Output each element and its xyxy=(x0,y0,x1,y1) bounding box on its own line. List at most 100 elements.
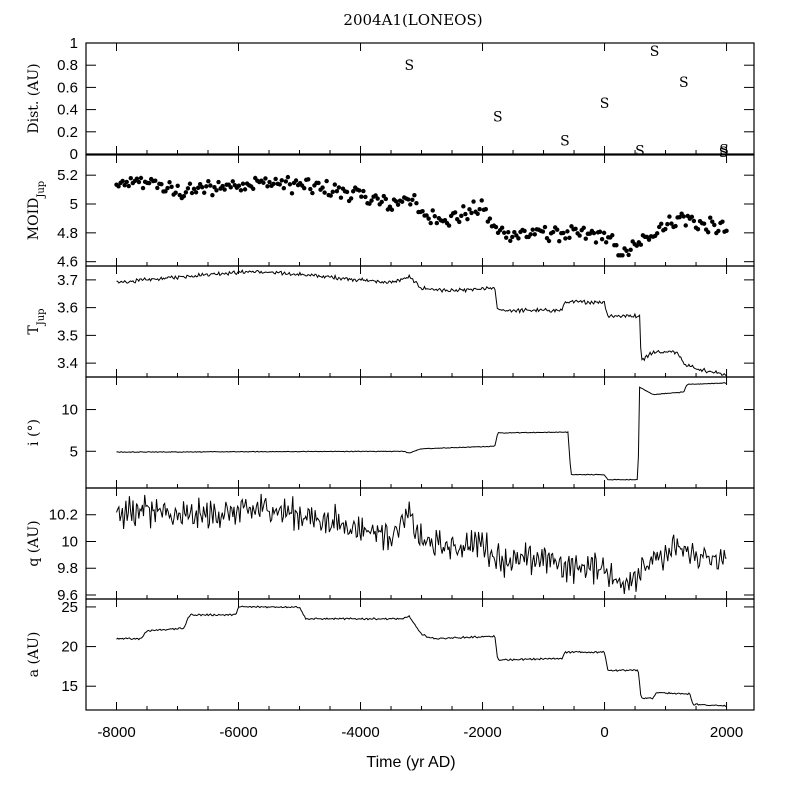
moid-point xyxy=(383,196,389,202)
moid-point xyxy=(669,221,674,226)
moid-point xyxy=(393,199,399,204)
moid-point xyxy=(408,202,413,207)
panel-incl: 5 10 i (°) xyxy=(26,376,755,489)
moid-point xyxy=(281,186,287,191)
moid-point xyxy=(322,190,327,195)
y-tick-label-dist: 1 xyxy=(70,35,78,52)
x-tick-label: -8000 xyxy=(97,724,135,741)
moid-point xyxy=(361,188,366,194)
moid-point xyxy=(659,221,664,227)
y-tick-label-a: 25 xyxy=(61,599,78,616)
moid-point xyxy=(212,184,217,190)
moid-point xyxy=(483,207,488,212)
moid-point xyxy=(624,248,629,254)
moid-point xyxy=(667,214,672,219)
moid-point xyxy=(665,221,670,227)
panel-moid: 4.6 4.8 5 5.2 MOIDJup xyxy=(26,154,755,271)
y-tick-label-q: 9.8 xyxy=(57,560,78,577)
moid-point xyxy=(540,229,546,234)
panel-frame-a xyxy=(85,598,755,711)
x-tick-label: 2000 xyxy=(710,724,743,741)
moid-point xyxy=(287,182,293,187)
y-tick-label-tjup: 3.4 xyxy=(57,355,78,372)
moid-point xyxy=(273,176,278,182)
chart-title: 2004A1(LONEOS) xyxy=(343,11,482,29)
x-tick-label: -2000 xyxy=(463,724,501,741)
moid-point xyxy=(167,180,172,185)
moid-point xyxy=(183,190,189,195)
y-tick-label-incl: 10 xyxy=(61,402,78,419)
encounter-marker: S xyxy=(650,44,660,60)
moid-point xyxy=(565,229,570,234)
moid-point xyxy=(124,179,129,185)
moid-point xyxy=(424,213,429,218)
panel-a: 15 20 25 a (AU) xyxy=(26,598,755,711)
moid-point xyxy=(338,195,344,200)
moid-point xyxy=(546,238,552,244)
moid-point xyxy=(508,238,513,244)
moid-point xyxy=(683,223,688,228)
moid-point xyxy=(271,181,276,186)
moid-point xyxy=(163,189,168,194)
moid-point xyxy=(530,227,535,232)
moid-point xyxy=(493,224,499,230)
moid-point xyxy=(716,228,721,234)
moid-point xyxy=(430,208,435,213)
moid-point xyxy=(187,181,193,186)
y-tick-label-moid: 5 xyxy=(70,196,78,213)
moid-point xyxy=(563,236,568,241)
moid-point xyxy=(432,214,437,219)
moid-point xyxy=(681,214,686,219)
moid-point xyxy=(214,188,219,193)
encounter-marker: S xyxy=(493,109,503,125)
moid-point xyxy=(499,225,505,230)
moid-point xyxy=(677,214,682,220)
encounter-marker: S xyxy=(600,96,610,112)
moid-point xyxy=(567,235,572,241)
moid-point xyxy=(501,230,507,235)
moid-point xyxy=(279,178,284,183)
moid-point xyxy=(620,253,625,258)
moid-point xyxy=(542,224,548,230)
moid-point xyxy=(720,219,725,224)
y-tick-label-tjup: 3.7 xyxy=(57,272,78,289)
encounter-marker: S xyxy=(635,144,645,160)
moid-point xyxy=(336,185,342,190)
moid-point xyxy=(193,190,199,195)
moid-point xyxy=(128,176,133,181)
moid-point xyxy=(134,176,140,181)
moid-point xyxy=(140,185,146,191)
moid-point xyxy=(446,223,452,228)
moid-point xyxy=(426,216,431,221)
moid-point xyxy=(463,211,468,217)
moid-point xyxy=(577,233,582,238)
moid-point xyxy=(395,202,401,207)
moid-point xyxy=(363,194,368,200)
moid-point xyxy=(689,214,695,220)
moid-point xyxy=(373,193,378,198)
x-tick-label: 0 xyxy=(600,724,608,741)
moid-point xyxy=(414,200,419,206)
moid-point xyxy=(263,176,268,181)
y-tick-label-moid: 4.8 xyxy=(57,225,78,242)
moid-point xyxy=(277,182,282,187)
moid-point xyxy=(522,228,527,234)
moid-point xyxy=(334,189,340,194)
moid-point xyxy=(452,210,458,215)
panel-tjup: 3.4 3.5 3.6 3.7 TJup xyxy=(26,265,755,378)
moid-point xyxy=(238,188,244,193)
moid-point xyxy=(663,226,668,232)
moid-point xyxy=(230,179,235,184)
moid-point xyxy=(293,178,299,183)
moid-point xyxy=(136,179,142,185)
moid-point xyxy=(471,199,476,204)
y-tick-label-q: 10.2 xyxy=(49,507,78,524)
y-tick-label-tjup: 3.6 xyxy=(57,300,78,317)
encounter-marker: S xyxy=(405,58,415,74)
x-tick-label: -4000 xyxy=(341,724,379,741)
panel-frame-tjup xyxy=(85,265,755,378)
moid-point xyxy=(614,243,619,248)
moid-point xyxy=(626,252,631,258)
